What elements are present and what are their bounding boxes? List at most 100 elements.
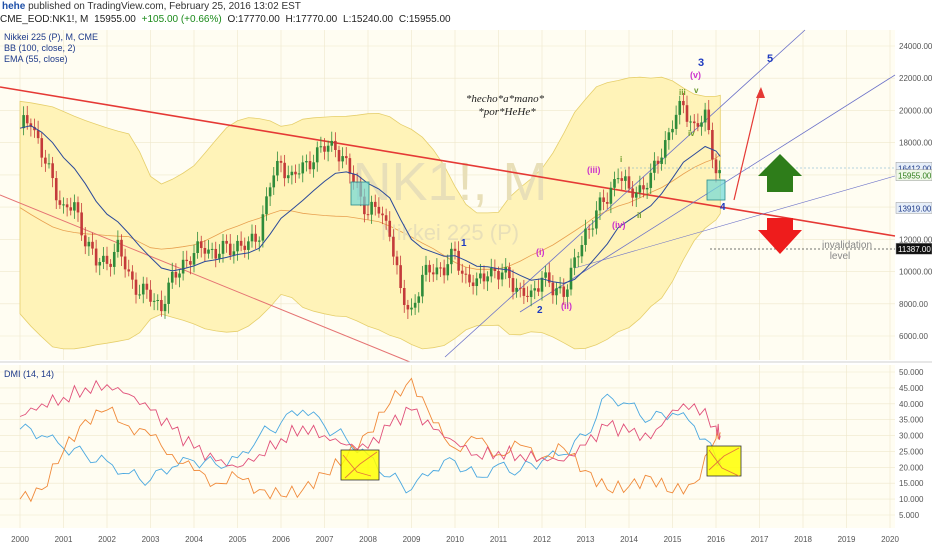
minor-label-i: i (620, 155, 622, 164)
subwave-label-iv: (iv) (612, 220, 626, 230)
wave-label-2: 2 (537, 305, 543, 316)
subwave-label-v: (v) (690, 70, 701, 80)
candle-body (718, 170, 721, 174)
wave-2-4-line[interactable] (574, 175, 896, 269)
time-tick-label: 2007 (316, 535, 334, 544)
minor-label-iii: iii (679, 88, 686, 97)
candle-body (178, 273, 181, 278)
candle-body (268, 187, 272, 197)
candle-body (344, 156, 348, 159)
candles (22, 92, 721, 319)
dmi-grid (0, 365, 895, 528)
candle-body (120, 239, 123, 257)
dmi-tick-label: 15.000 (899, 479, 924, 488)
candle-body (674, 114, 678, 129)
dmi-highlight-box-2008[interactable] (340, 449, 380, 481)
candle-body (366, 214, 370, 216)
candle-body (605, 201, 609, 204)
candle-body (51, 163, 54, 179)
candle-body (373, 201, 377, 207)
candle-body (218, 253, 221, 259)
candle-body (591, 228, 595, 230)
dmi-highlight-box-2016[interactable] (706, 445, 742, 477)
candle-body (471, 282, 475, 287)
channel-upper-line[interactable] (444, 29, 806, 358)
candle-body (334, 140, 337, 150)
wave-label-1: 1 (461, 238, 467, 249)
candle-body (254, 233, 257, 242)
candle-body (395, 256, 399, 266)
price-tick-label: 10000.00 (899, 268, 932, 277)
candle-body (323, 146, 326, 152)
candle-body (678, 100, 682, 115)
candle-body (598, 197, 602, 211)
lower-downtrend-line[interactable] (0, 194, 411, 363)
candle-body (609, 187, 613, 204)
price-tag-label: 16412.00 (898, 164, 932, 173)
price-tick-label: 8000.00 (899, 300, 928, 309)
candle-body (587, 228, 591, 230)
bearish-arrow-icon[interactable] (758, 218, 802, 254)
candle-body (141, 283, 145, 295)
candle-body (421, 274, 424, 297)
candle-body (457, 250, 460, 271)
high-value: H:17770.00 (285, 14, 338, 25)
price-tick-label: 22000.00 (899, 74, 932, 83)
candle-body (649, 172, 653, 188)
candle-body (301, 162, 305, 174)
candle-body (196, 241, 199, 254)
candle-body (685, 105, 689, 122)
highlight-box-2016[interactable] (706, 179, 726, 201)
candle-body (595, 210, 598, 229)
candle-body (547, 272, 551, 283)
candle-body (319, 146, 323, 148)
invalidation-label-level: level (830, 251, 851, 262)
candle-body (123, 256, 127, 270)
dmi-pane (0, 365, 895, 528)
candle-body (210, 248, 214, 250)
long-downtrend-line[interactable] (0, 86, 896, 237)
legend-main: Nikkei 225 (P), M, CME (4, 32, 98, 42)
candle-body (247, 241, 250, 250)
candle-body (515, 287, 518, 292)
candle-body (102, 255, 105, 262)
candle-body (576, 256, 580, 258)
candle-body (315, 147, 319, 163)
price-tag-label: 15955.00 (898, 172, 932, 181)
candle-body (689, 121, 692, 123)
invalidation-label: invalidation (822, 240, 872, 251)
candle-body (660, 157, 663, 164)
time-tick-label: 2009 (403, 535, 421, 544)
candle-body (508, 267, 511, 279)
candle-body (167, 282, 170, 304)
candle-body (464, 273, 468, 275)
bullish-arrow-icon[interactable] (758, 154, 802, 192)
candle-body (500, 272, 504, 280)
candle-body (207, 249, 210, 254)
candle-body (562, 286, 566, 297)
watermark-name: Nikkei 225 (P) (381, 220, 519, 245)
candle-body (435, 267, 439, 275)
bollinger-middle (19, 154, 721, 270)
candle-body (613, 179, 616, 188)
highlight-box-2008[interactable] (350, 181, 370, 206)
candle-body (40, 138, 44, 158)
dmi-tick-label: 50.000 (899, 368, 924, 377)
candle-body (286, 175, 290, 179)
author-name[interactable]: hehe (2, 1, 26, 12)
low-value: L:15240.00 (343, 14, 394, 25)
candle-body (497, 270, 500, 280)
price-tick-label: 6000.00 (899, 332, 928, 341)
publish-info: published on TradingView.com, February 2… (28, 1, 301, 12)
candle-body (308, 161, 312, 170)
candle-body (551, 282, 555, 296)
candle-body (145, 283, 149, 290)
projection-arrow-icon[interactable] (733, 89, 761, 201)
candle-body (493, 268, 497, 271)
price-tag (895, 169, 932, 181)
candle-body (58, 200, 62, 205)
subwave-label-ii: (ii) (561, 301, 572, 311)
candle-body (468, 274, 471, 283)
